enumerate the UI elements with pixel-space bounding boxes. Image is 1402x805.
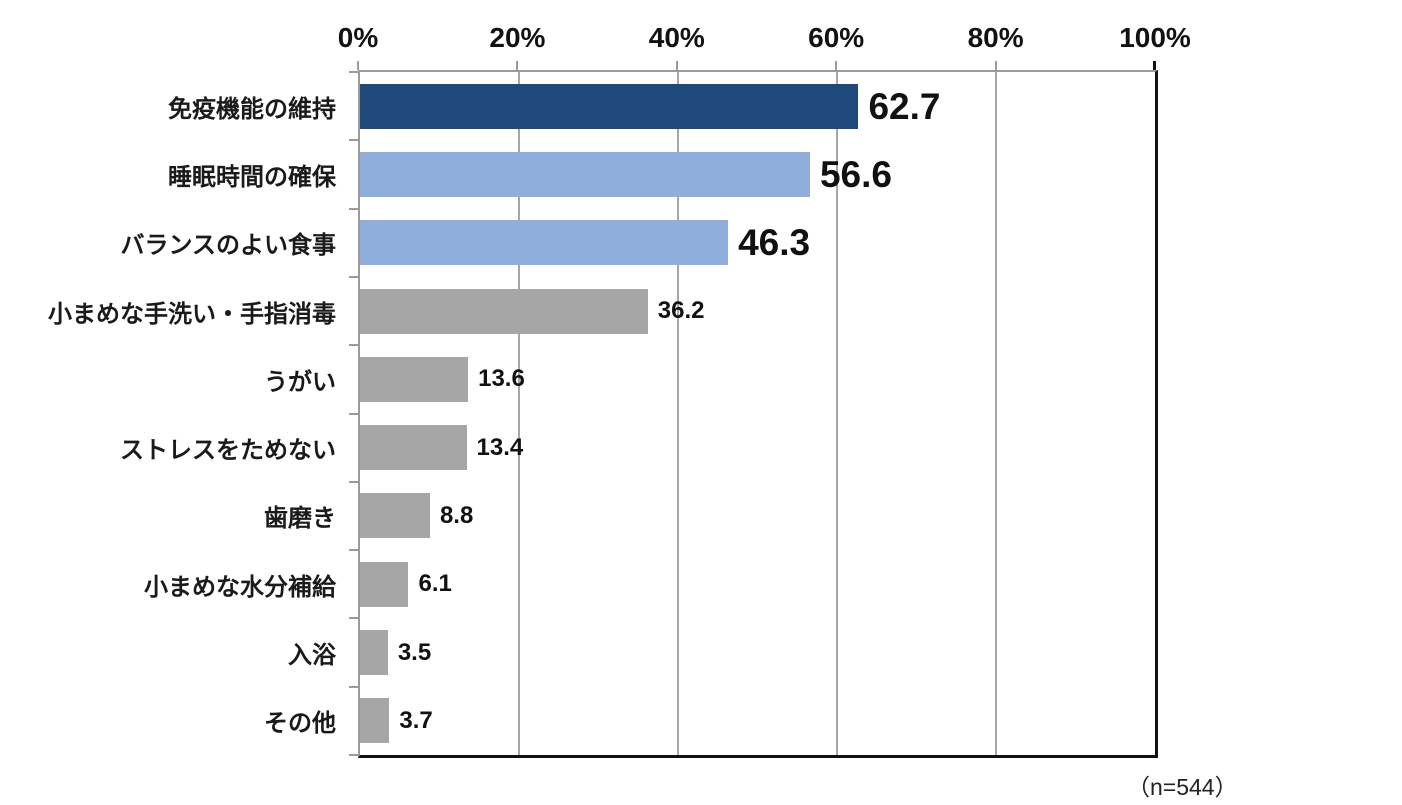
value-label: 3.5 [397,638,432,666]
value-label: 6.1 [418,570,452,598]
x-axis-tick-mark [994,61,997,70]
bar-9 [360,630,388,676]
gridline [518,72,520,755]
bar-row: 46.3 [360,209,1155,277]
y-axis-tick-mark [349,754,358,756]
x-axis-tick-mark [357,61,359,70]
x-axis-tick-label: 80% [967,22,1024,53]
gridlines [360,72,1155,755]
y-axis-tick-mark [349,617,358,620]
value-label: 36.2 [657,297,705,325]
gridline [677,72,679,755]
bar-row: 8.8 [360,482,1155,550]
category-label: 免疫機能の維持 [168,95,336,123]
category-axis: 免疫機能の維持 睡眠時間の確保バランスのよい食事小まめな手洗い・手指消毒うがいスト… [0,72,336,755]
x-axis-tick-label: 100% [1119,22,1191,53]
bar-8 [360,561,409,607]
bar-4 [360,288,648,334]
value-label: 62.7 [868,85,941,127]
gridline [995,72,997,755]
bar-3 [360,220,729,266]
bar-2 [360,151,810,197]
plot-area: 62.7 56.6 46.3 36.2 13.6 13.4 8.8 6.1 3.5 3.7 [358,70,1158,758]
bar-5 [360,356,469,402]
category-label: ストレスをためない [120,437,336,465]
category-label: 入浴 [288,642,336,670]
category-label: バランスのよい食事 [120,232,336,260]
y-axis-tick-mark [349,685,358,688]
y-axis-tick-mark [349,139,358,142]
category-label: 小まめな手洗い・手指消毒 [48,300,336,328]
bar-row: 62.7 [360,72,1155,140]
y-axis-tick-mark [349,549,358,552]
category-label: その他 [264,710,336,738]
bar-row: 13.4 [360,413,1155,481]
bar-7 [360,493,430,539]
category-label: 小まめな水分補給 [144,573,336,601]
bar-10 [360,698,390,744]
x-axis-tick-label: 20% [489,22,546,53]
value-label: 13.6 [478,365,525,393]
x-axis-tick-label: 0% [337,22,379,53]
value-label: 46.3 [738,222,811,264]
sample-size-note: （n=544） [1127,774,1238,800]
y-axis-tick-mark [349,275,358,278]
bar-row: 3.7 [360,687,1155,755]
x-axis-tick-mark [516,61,519,70]
y-axis-tick-mark [349,412,358,415]
y-axis-tick-mark [349,71,358,73]
y-axis-tick-mark [349,480,358,483]
gridline [836,72,838,755]
value-label: 8.8 [439,501,474,529]
bar-row: 13.6 [360,345,1155,413]
bars: 62.7 56.6 46.3 36.2 13.6 13.4 8.8 6.1 3.5 3.7 [360,72,1155,755]
y-axis-tick-mark [349,207,358,210]
value-label: 13.4 [476,433,524,461]
value-label: 56.6 [819,153,892,195]
x-axis-tick-label: 40% [648,22,705,53]
x-axis-tick-mark [675,61,678,70]
category-label: 睡眠時間の確保 [168,163,336,191]
bar-row: 56.6 [360,140,1155,208]
x-axis-tick-mark [835,61,838,70]
x-axis-tick-mark [1153,61,1156,70]
y-axis-tick-mark [349,344,358,347]
bar-row: 36.2 [360,277,1155,345]
x-axis-tick-label: 60% [808,22,865,53]
bar-1 [360,83,859,129]
category-label: 歯磨き [264,505,336,533]
value-label: 3.7 [399,706,433,734]
bar-row: 3.5 [360,618,1155,686]
category-label: うがい [264,368,336,396]
bar-6 [360,425,467,471]
bar-row: 6.1 [360,550,1155,618]
